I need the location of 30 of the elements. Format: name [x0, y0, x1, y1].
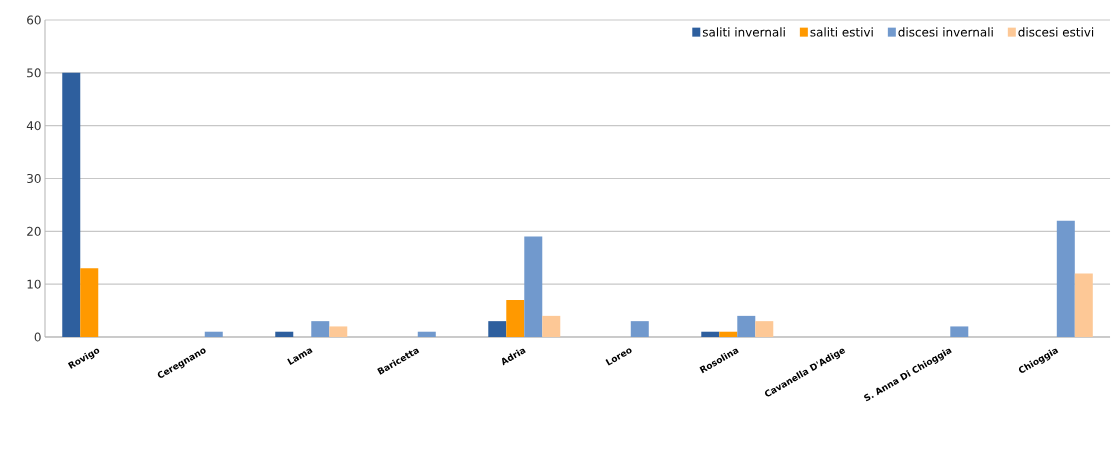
bar — [630, 321, 649, 337]
bar — [311, 321, 330, 337]
bar — [62, 72, 81, 337]
bar — [1074, 273, 1093, 337]
bar — [737, 315, 756, 337]
legend-label: discesi invernali — [898, 27, 993, 37]
bar — [542, 315, 561, 337]
legend-label: saliti invernali — [702, 27, 785, 37]
legend-label: discesi estivi — [1018, 27, 1094, 37]
bar — [204, 331, 223, 337]
y-tick-label: 60 — [27, 15, 41, 25]
y-tick-label: 10 — [27, 279, 41, 289]
bar — [488, 321, 507, 337]
y-tick-label: 30 — [27, 173, 41, 184]
bar — [506, 300, 525, 337]
y-tick-label: 0 — [34, 332, 41, 342]
y-tick-label: 50 — [27, 68, 41, 78]
bar — [417, 331, 436, 337]
bar — [1056, 220, 1075, 337]
bar — [950, 326, 969, 337]
bar — [80, 268, 99, 337]
bar — [329, 326, 348, 337]
y-tick-label: 20 — [27, 226, 41, 236]
bar — [755, 321, 774, 337]
bar — [719, 331, 738, 337]
legend-label: saliti estivi — [810, 27, 873, 37]
bar — [701, 331, 720, 337]
bar — [524, 236, 543, 337]
y-tick-label: 40 — [26, 121, 41, 131]
bar — [275, 331, 294, 337]
